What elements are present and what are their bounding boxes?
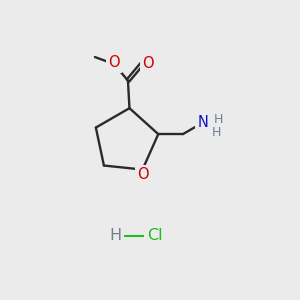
Text: Cl: Cl: [147, 228, 162, 243]
Text: H: H: [212, 126, 221, 140]
Text: H: H: [214, 113, 223, 126]
Text: H: H: [110, 228, 122, 243]
Text: O: O: [137, 167, 149, 182]
Text: N: N: [198, 115, 208, 130]
Text: O: O: [142, 56, 154, 71]
Text: O: O: [108, 55, 120, 70]
